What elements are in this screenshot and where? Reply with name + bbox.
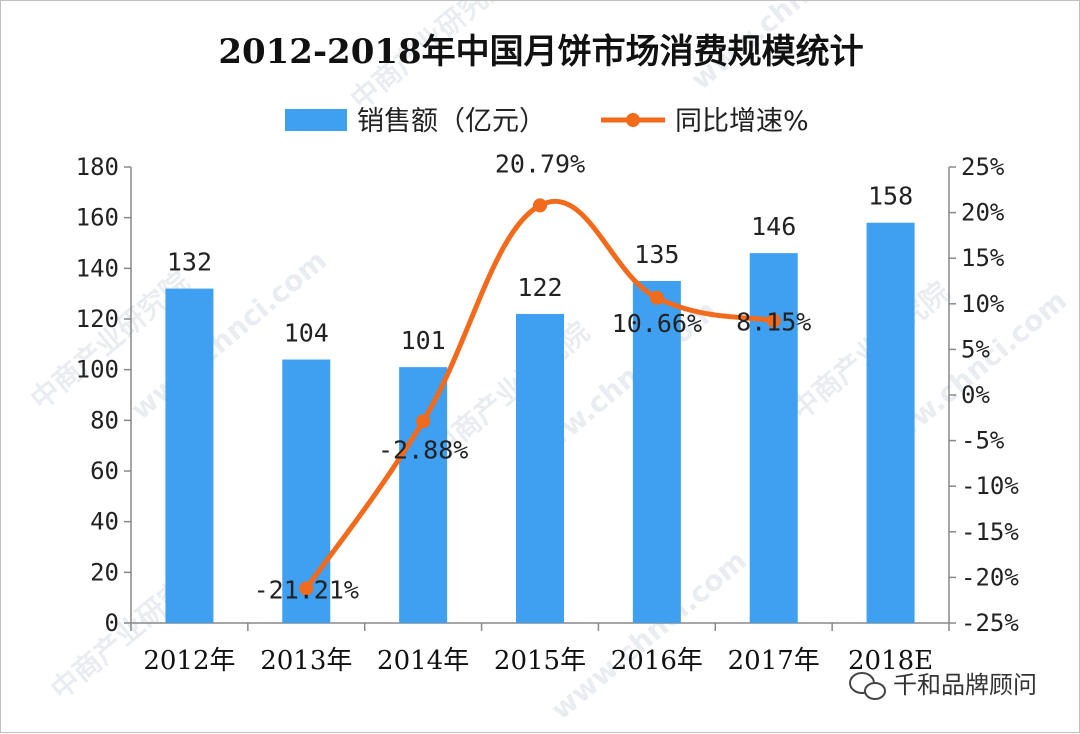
left-y-tick-label: 20	[90, 558, 119, 586]
right-y-tick-label: -20%	[961, 563, 1019, 591]
right-y-tick-label: 20%	[961, 199, 1005, 227]
left-y-tick-label: 140	[76, 254, 119, 282]
growth-point	[416, 414, 431, 429]
bar-value-label: 101	[401, 326, 446, 355]
left-y-tick-label: 40	[90, 508, 119, 536]
bar-value-label: 158	[868, 182, 913, 211]
legend-swatch-sales	[285, 109, 347, 131]
bar-labels: 132 104 101 122 135 146 158	[167, 182, 913, 355]
growth-point	[766, 313, 781, 328]
growth-point	[299, 581, 314, 596]
legend: 销售额（亿元） 同比增速%	[285, 106, 809, 137]
bar	[399, 367, 448, 623]
left-y-tick-label: 120	[76, 305, 119, 333]
line-series	[299, 198, 781, 596]
credit-text: 千和品牌顾问	[893, 671, 1037, 699]
x-tick-label: 2017年	[728, 646, 820, 676]
left-y-tick-label: 0	[105, 609, 119, 637]
line-labels: -21.21% -2.88% 20.79% 10.66% 8.15%	[254, 149, 812, 604]
x-tick-label: 2014年	[377, 646, 469, 676]
bar	[866, 222, 915, 623]
right-y-ticks: -25% -20% -15% -10% -5% 0% 5% 10% 15% 20% 25%	[949, 153, 1019, 637]
legend-label-growth: 同比增速%	[675, 106, 809, 137]
left-y-tick-label: 180	[76, 153, 119, 181]
right-y-tick-label: 0%	[961, 381, 990, 409]
growth-value-label: 20.79%	[495, 149, 585, 178]
left-y-tick-label: 80	[90, 406, 119, 434]
bar	[282, 359, 331, 623]
bar	[632, 281, 681, 623]
bar-value-label: 132	[167, 248, 212, 277]
x-tick-label: 2013年	[260, 646, 352, 676]
left-y-tick-label: 160	[76, 204, 119, 232]
credit: 千和品牌顾问	[849, 671, 1037, 700]
right-y-tick-label: -10%	[961, 472, 1019, 500]
x-ticks: 2012年 2013年 2014年 2015年 2016年 2017年 2018E	[130, 623, 950, 676]
right-y-tick-label: 5%	[961, 335, 990, 363]
legend-marker-growth	[626, 113, 640, 127]
wechat-icon	[849, 672, 886, 700]
x-tick-label: 2016年	[611, 646, 703, 676]
left-y-tick-label: 60	[90, 457, 119, 485]
growth-point	[649, 290, 664, 305]
x-tick-label: 2012年	[143, 646, 235, 676]
right-y-tick-label: -25%	[961, 609, 1019, 637]
growth-value-label: 8.15%	[736, 308, 811, 337]
right-y-tick-label: 15%	[961, 244, 1005, 272]
x-tick-label: 2018E	[848, 646, 933, 676]
chart-title: 2012-2018年中国月饼市场消费规模统计	[218, 32, 863, 72]
growth-value-label: -21.21%	[254, 575, 359, 604]
bar-value-label: 122	[517, 273, 562, 302]
growth-line	[304, 198, 775, 590]
growth-point	[533, 198, 547, 213]
bar-series	[165, 222, 915, 623]
growth-value-label: 10.66%	[612, 309, 702, 338]
bar	[165, 288, 214, 623]
right-y-tick-label: 25%	[961, 153, 1005, 181]
legend-label-sales: 销售额（亿元）	[357, 106, 546, 137]
growth-value-label: -2.88%	[378, 435, 468, 464]
bar-value-label: 104	[284, 319, 329, 348]
bar-value-label: 135	[634, 240, 679, 269]
right-y-tick-label: -5%	[961, 427, 1005, 455]
left-y-ticks: 0 20 40 60 80 100 120 140 160 180	[76, 153, 131, 637]
right-y-tick-label: -15%	[961, 518, 1019, 546]
x-tick-label: 2015年	[494, 646, 586, 676]
left-y-tick-label: 100	[76, 356, 119, 384]
bar	[516, 313, 564, 623]
bar-value-label: 146	[751, 212, 796, 241]
right-y-tick-label: 10%	[961, 290, 1005, 318]
